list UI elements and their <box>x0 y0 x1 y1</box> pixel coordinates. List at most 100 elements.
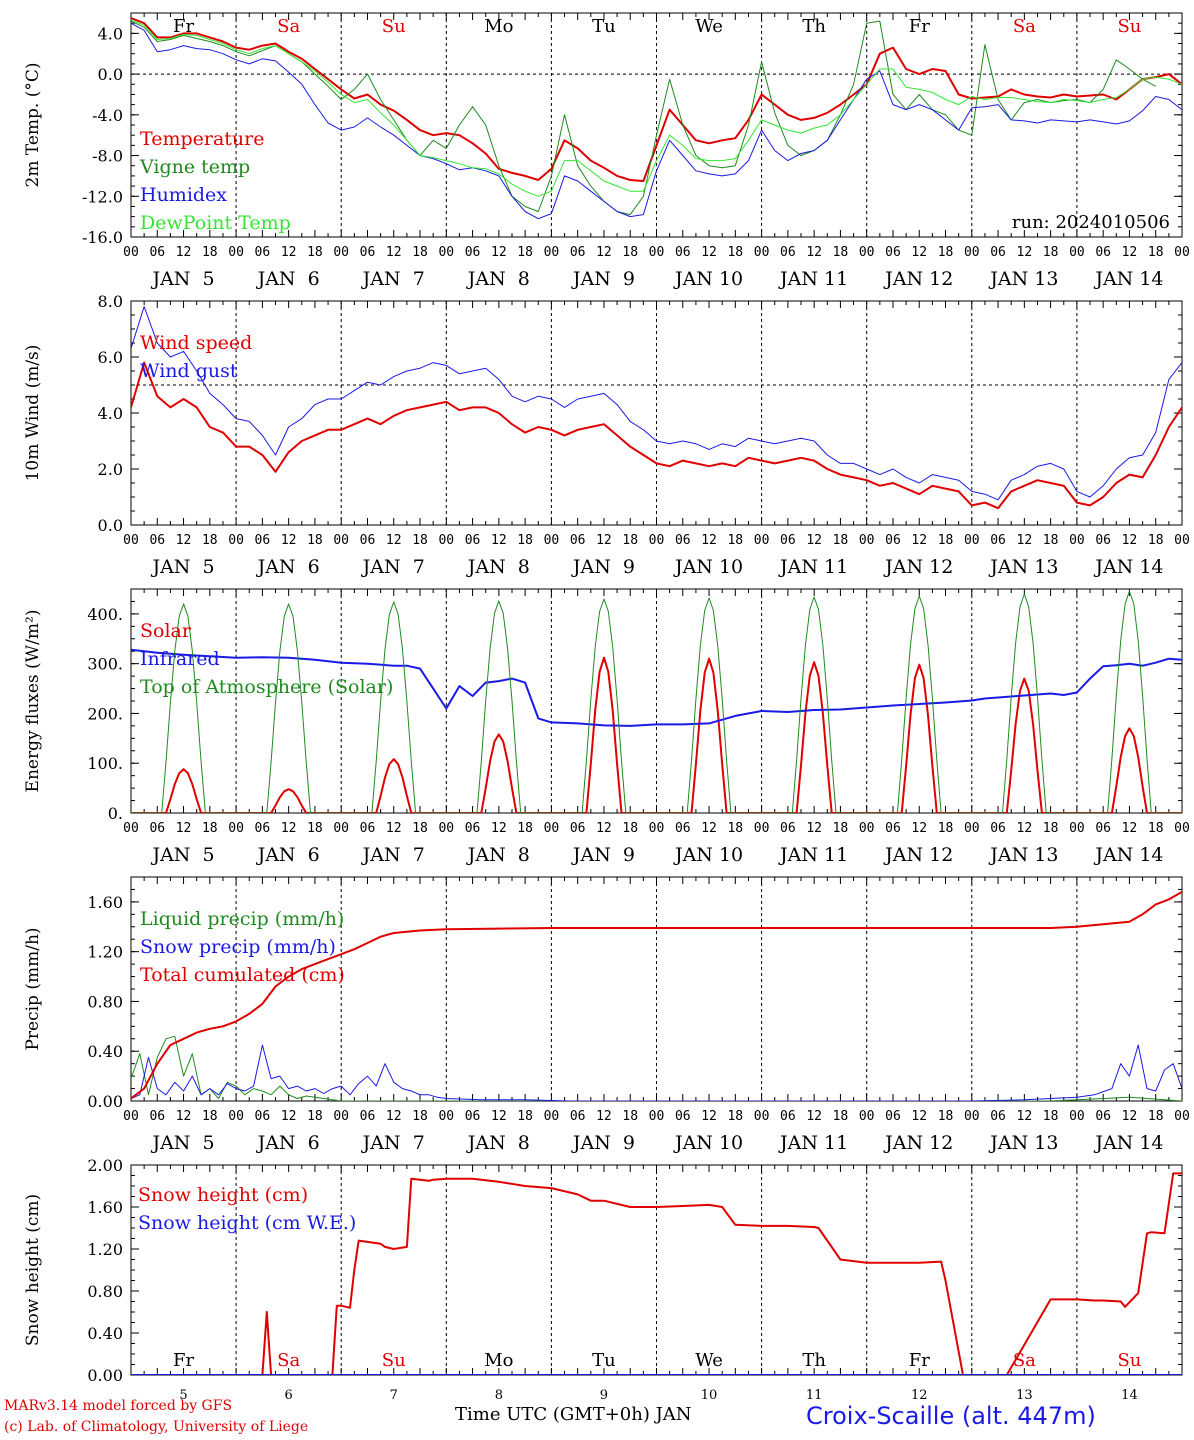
hour-tick-label: 18 <box>938 533 954 548</box>
hour-tick-label: 12 <box>281 533 297 548</box>
legend-entry: Total cumulated (cm) <box>140 964 345 986</box>
series-line-temperature <box>131 17 1182 182</box>
date-label: JAN 5 <box>150 844 214 866</box>
y-tick-label: 0.0 <box>98 516 123 535</box>
series-line-wind-gust <box>131 306 1182 501</box>
hour-tick-label: 12 <box>701 533 717 548</box>
hour-tick-label: 06 <box>675 1109 691 1124</box>
hour-tick-label: 18 <box>622 1109 638 1124</box>
date-label: JAN 9 <box>571 556 635 578</box>
hour-tick-label: 18 <box>412 1109 428 1124</box>
hour-tick-label: 06 <box>149 1109 165 1124</box>
hour-tick-label: 12 <box>176 245 192 260</box>
date-number-label: 13 <box>1016 1388 1033 1403</box>
hour-tick-label: 00 <box>1069 1109 1085 1124</box>
y-tick-label: 300. <box>87 655 123 674</box>
hour-tick-label: 06 <box>570 1109 586 1124</box>
hour-tick-label: 12 <box>911 1109 927 1124</box>
hour-tick-label: 06 <box>990 1109 1006 1124</box>
date-label: JAN 12 <box>883 1132 953 1154</box>
date-label: JAN 6 <box>256 556 320 578</box>
y-tick-label: -16.0 <box>82 228 123 247</box>
date-label: JAN 9 <box>571 844 635 866</box>
day-name-label: Su <box>1117 16 1141 37</box>
date-label: JAN 10 <box>673 844 743 866</box>
hour-tick-label: 18 <box>307 1109 323 1124</box>
date-label: JAN 7 <box>361 1132 425 1154</box>
hour-tick-label: 00 <box>649 533 665 548</box>
hour-tick-label: 00 <box>333 533 349 548</box>
hour-tick-label: 00 <box>1174 245 1190 260</box>
day-name-label: Fr <box>173 16 194 37</box>
day-name-label: Sa <box>277 1350 300 1371</box>
day-name-label: Sa <box>277 16 300 37</box>
hour-tick-label: 00 <box>544 245 560 260</box>
hour-tick-label: 12 <box>386 821 402 836</box>
y-tick-label: 0.40 <box>87 1324 123 1343</box>
panel-4: 1.60 1.20 0.80 0.40 0.00 Precip (mm/h) 00 06 12 1… <box>23 876 1190 1154</box>
hour-tick-label: 06 <box>990 533 1006 548</box>
hour-tick-label: 00 <box>438 821 454 836</box>
day-name-label: Th <box>802 1350 826 1371</box>
hour-tick-label: 18 <box>1043 821 1059 836</box>
date-number-label: 6 <box>285 1388 293 1403</box>
date-label: JAN 8 <box>466 1132 530 1154</box>
hour-tick-label: 06 <box>885 533 901 548</box>
hour-tick-label: 18 <box>517 533 533 548</box>
hour-tick-label: 06 <box>885 1109 901 1124</box>
hour-tick-label: 00 <box>333 245 349 260</box>
hour-tick-label: 18 <box>517 821 533 836</box>
date-label: JAN 5 <box>150 268 214 290</box>
hour-tick-label: 12 <box>281 245 297 260</box>
hour-tick-label: 18 <box>1148 821 1164 836</box>
y-tick-label: 8.0 <box>98 292 123 311</box>
hour-tick-label: 18 <box>727 533 743 548</box>
day-name-label: Th <box>802 16 826 37</box>
hour-tick-label: 06 <box>780 1109 796 1124</box>
hour-tick-label: 12 <box>1017 1109 1033 1124</box>
hour-tick-label: 12 <box>1017 821 1033 836</box>
legend-entry: Infrared <box>140 648 220 670</box>
hour-tick-label: 00 <box>123 533 139 548</box>
hour-tick-label: 00 <box>333 821 349 836</box>
hour-tick-label: 12 <box>596 821 612 836</box>
date-label: JAN 6 <box>256 1132 320 1154</box>
hour-tick-label: 12 <box>1122 533 1138 548</box>
date-label: JAN 7 <box>361 268 425 290</box>
y-tick-label: 0. <box>108 804 123 823</box>
day-name-label: Su <box>382 1350 406 1371</box>
hour-tick-label: 00 <box>1174 533 1190 548</box>
hour-tick-label: 06 <box>255 245 271 260</box>
hour-tick-label: 00 <box>438 533 454 548</box>
hour-tick-label: 18 <box>202 533 218 548</box>
panel-5: 2.00 1.60 1.20 0.80 0.40 0.00 Snow height (cm)… <box>23 1156 1183 1403</box>
hour-tick-label: 18 <box>1043 1109 1059 1124</box>
hour-tick-label: 06 <box>465 1109 481 1124</box>
hour-tick-label: 12 <box>176 1109 192 1124</box>
hour-tick-label: 12 <box>491 821 507 836</box>
series-line-wind-speed <box>131 361 1182 510</box>
hour-tick-label: 18 <box>1043 245 1059 260</box>
hour-tick-label: 00 <box>859 821 875 836</box>
y-tick-label: -8.0 <box>92 147 123 166</box>
hour-tick-label: 00 <box>754 1109 770 1124</box>
y-tick-label: 1.20 <box>87 943 123 962</box>
plot-frame <box>130 12 1183 238</box>
legend-entry: Wind gust <box>140 360 238 382</box>
hour-tick-label: 00 <box>1174 1109 1190 1124</box>
hour-tick-label: 00 <box>754 245 770 260</box>
y-tick-label: 100. <box>87 754 123 773</box>
hour-tick-label: 06 <box>465 533 481 548</box>
hour-tick-label: 12 <box>701 821 717 836</box>
y-tick-label: 0.80 <box>87 992 123 1011</box>
day-name-label: Fr <box>909 1350 930 1371</box>
hour-tick-label: 12 <box>701 245 717 260</box>
hour-tick-label: 06 <box>885 821 901 836</box>
plot-frame <box>130 588 1183 814</box>
date-label: JAN 8 <box>466 844 530 866</box>
date-label: JAN 9 <box>571 268 635 290</box>
hour-tick-label: 06 <box>465 245 481 260</box>
date-label: JAN 8 <box>466 268 530 290</box>
hour-tick-label: 18 <box>307 245 323 260</box>
hour-tick-label: 18 <box>833 1109 849 1124</box>
